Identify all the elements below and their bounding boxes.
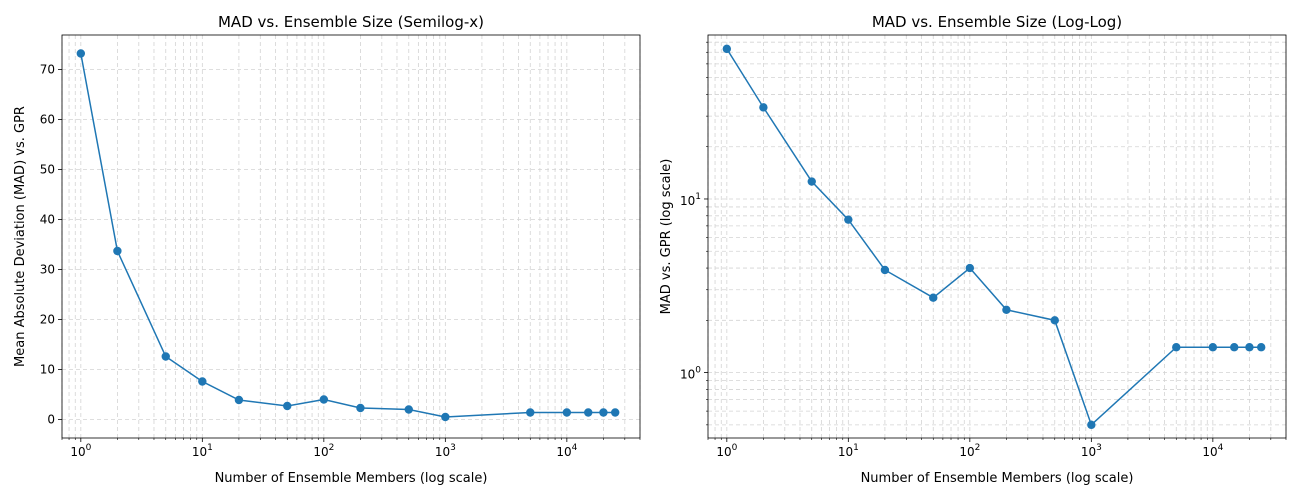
y-tick-exponent: 0	[695, 366, 701, 376]
y-tick-label: 40	[40, 213, 55, 227]
data-point	[1230, 343, 1239, 352]
chart-title: MAD vs. Ensemble Size (Log-Log)	[872, 13, 1122, 31]
y-tick-label: 70	[40, 63, 55, 77]
y-axis-label: MAD vs. GPR (log scale)	[659, 159, 674, 315]
y-tick-label: 10	[40, 363, 55, 377]
grid-lines	[707, 35, 1287, 438]
data-point	[404, 405, 413, 414]
data-point	[441, 412, 450, 422]
data-point	[113, 246, 122, 256]
x-axis-label: Number of Ensemble Members (log scale)	[861, 471, 1134, 486]
data-series	[722, 44, 1266, 430]
data-point	[76, 49, 86, 58]
data-point	[562, 408, 572, 417]
x-tick-exponent: 4	[1218, 443, 1224, 453]
data-point	[880, 265, 890, 275]
data-point	[1172, 343, 1181, 352]
data-point	[161, 352, 170, 361]
data-point	[356, 403, 365, 413]
data-point	[722, 44, 732, 54]
data-point	[610, 408, 620, 417]
y-tick-label: 0	[47, 413, 55, 427]
data-point	[234, 395, 244, 405]
data-series	[76, 49, 620, 422]
data-point	[1050, 316, 1059, 325]
x-tick-exponent: 0	[732, 443, 738, 453]
data-point	[599, 408, 608, 417]
x-axis-label: Number of Ensemble Members (log scale)	[215, 471, 488, 486]
x-tick-exponent: 0	[86, 443, 92, 453]
x-tick-exponent: 1	[207, 443, 213, 453]
x-tick-exponent: 1	[853, 443, 859, 453]
grid-lines	[61, 35, 641, 438]
data-point	[1245, 343, 1254, 352]
data-point	[198, 377, 207, 386]
data-point	[844, 215, 853, 224]
data-point	[1087, 420, 1096, 430]
y-axis-label: Mean Absolute Deviation (MAD) vs. GPR	[13, 106, 28, 367]
y-tick-label: 50	[40, 163, 55, 177]
data-point	[807, 177, 816, 186]
data-point	[759, 103, 768, 112]
data-point	[526, 408, 535, 417]
x-tick-exponent: 3	[1096, 443, 1102, 453]
y-tick-label: 30	[40, 263, 55, 277]
data-point	[283, 401, 292, 411]
plot-frame	[61, 34, 641, 439]
data-point	[1256, 343, 1266, 352]
x-tick-exponent: 4	[572, 443, 578, 453]
data-point	[319, 395, 329, 404]
y-tick-exponent: 1	[695, 192, 701, 202]
plot-frame	[707, 34, 1287, 439]
x-tick-exponent: 3	[450, 443, 456, 453]
data-point	[584, 408, 593, 417]
data-point	[1002, 305, 1011, 314]
x-tick-exponent: 2	[975, 443, 981, 453]
data-point	[965, 263, 975, 273]
data-point	[1208, 343, 1218, 352]
chart-title: MAD vs. Ensemble Size (Semilog-x)	[218, 13, 484, 31]
y-tick-label: 20	[40, 313, 55, 327]
data-point	[929, 293, 938, 302]
x-tick-exponent: 2	[329, 443, 335, 453]
y-tick-label: 60	[40, 113, 55, 127]
